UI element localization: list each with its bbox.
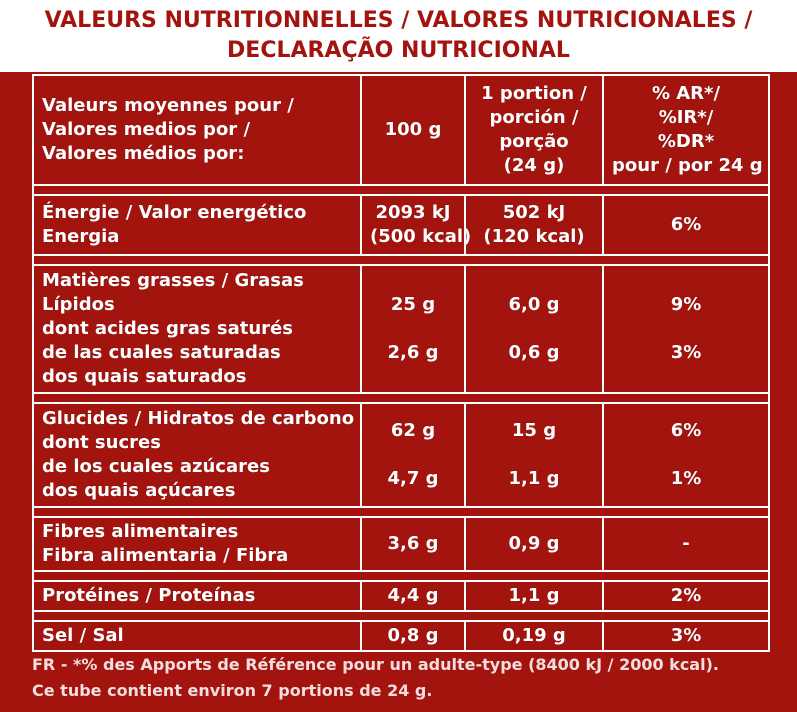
table-row-fat: Matières grasses / Grasas Lípidos dont a… (32, 264, 770, 394)
label-line: Fibra alimentaria / Fibra (42, 545, 289, 566)
label-line: dos quais açúcares (42, 480, 236, 501)
label-line: dont acides gras saturés (42, 318, 293, 339)
header-portion-line: porção (499, 131, 569, 152)
header-row: Valeurs moyennes pour / Valores medios p… (32, 74, 770, 186)
header-100g: 100 g (360, 74, 466, 186)
header-ar: % AR*/ %IR*/ %DR* pour / por 24 g (602, 74, 770, 186)
value-line: 1,1 g (508, 585, 560, 606)
row-label: Fibres alimentaires Fibra alimentaria / … (32, 516, 362, 572)
header-100g-text: 100 g (384, 119, 442, 140)
value-per-100g: 25 g 2,6 g (360, 264, 466, 394)
value-per-100g: 62 g 4,7 g (360, 402, 466, 508)
label-line: dont sucres (42, 432, 161, 453)
header-portion: 1 portion / porción / porção (24 g) (464, 74, 604, 186)
header-portion-line: 1 portion / (481, 83, 587, 104)
value-per-100g: 2093 kJ (500 kcal) (360, 194, 472, 256)
value-line: 2,6 g (387, 342, 439, 363)
footnote: FR - *% des Apports de Référence pour un… (32, 652, 772, 704)
header-ar-line: %IR*/ (658, 107, 714, 128)
row-label: Glucides / Hidratos de carbono dont sucr… (32, 402, 362, 508)
label-line: Sel / Sal (42, 625, 124, 646)
value-ar: 6% 1% (602, 402, 770, 508)
value-per-portion: 1,1 g (464, 580, 604, 612)
value-line: - (682, 533, 690, 554)
value-line: 6% (670, 214, 702, 235)
label-line: Glucides / Hidratos de carbono (42, 408, 355, 429)
value-ar: 6% (602, 194, 770, 256)
label-line: Protéines / Proteínas (42, 585, 256, 606)
label-line: Energia (42, 226, 120, 247)
value-line: 62 g (390, 420, 436, 441)
label-line: de los cuales azúcares (42, 456, 270, 477)
row-label: Protéines / Proteínas (32, 580, 362, 612)
header-per-label: Valeurs moyennes pour / Valores medios p… (32, 74, 362, 186)
value-ar: 2% (602, 580, 770, 612)
value-ar: 3% (602, 620, 770, 652)
label-line: Énergie / Valor energético (42, 202, 307, 223)
value-line: 1% (670, 468, 702, 489)
header-portion-line: (24 g) (503, 155, 565, 176)
value-per-portion: 0,9 g (464, 516, 604, 572)
table-row-salt: Sel / Sal 0,8 g 0,19 g 3% (32, 620, 770, 652)
value-ar: - (602, 516, 770, 572)
table-row-energy: Énergie / Valor energético Energia 2093 … (32, 194, 770, 256)
value-line: 4,4 g (387, 585, 439, 606)
header-portion-line: porción / (489, 107, 579, 128)
value-line: 25 g (390, 294, 436, 315)
footnote-line-1: FR - *% des Apports de Référence pour un… (32, 655, 719, 674)
footnote-line-2: Ce tube contient environ 7 portions de 2… (32, 681, 433, 700)
value-per-100g: 0,8 g (360, 620, 466, 652)
value-line: 2093 kJ (375, 202, 451, 223)
value-line: 2% (670, 585, 702, 606)
value-per-portion: 15 g 1,1 g (464, 402, 604, 508)
nutrition-table: Valeurs moyennes pour / Valores medios p… (32, 74, 770, 652)
value-line: 1,1 g (508, 468, 560, 489)
row-label: Matières grasses / Grasas Lípidos dont a… (32, 264, 362, 394)
label-line: de las cuales saturadas (42, 342, 281, 363)
header-label-line: Valores médios por: (42, 143, 245, 164)
value-line: 3,6 g (387, 533, 439, 554)
value-per-100g: 3,6 g (360, 516, 466, 572)
value-line: 6,0 g (508, 294, 560, 315)
value-line: 0,6 g (508, 342, 560, 363)
label-line: Fibres alimentaires (42, 521, 239, 542)
title-banner: VALEURS NUTRITIONNELLES / VALORES NUTRIC… (0, 0, 797, 72)
title-line-1: VALEURS NUTRITIONNELLES / VALORES NUTRIC… (44, 8, 753, 33)
header-ar-line: pour / por 24 g (612, 155, 763, 176)
header-label-line: Valeurs moyennes pour / (42, 95, 294, 116)
row-label: Énergie / Valor energético Energia (32, 194, 362, 256)
value-line: (500 kcal) (370, 226, 472, 247)
table-row-protein: Protéines / Proteínas 4,4 g 1,1 g 2% (32, 580, 770, 612)
value-line: 0,19 g (502, 625, 566, 646)
value-line: 6% (670, 420, 702, 441)
value-per-portion: 0,19 g (464, 620, 604, 652)
value-line: 0,9 g (508, 533, 560, 554)
value-per-100g: 4,4 g (360, 580, 466, 612)
value-line: 3% (670, 342, 702, 363)
row-label: Sel / Sal (32, 620, 362, 652)
value-line: 3% (670, 625, 702, 646)
value-line: 9% (670, 294, 702, 315)
header-ar-line: %DR* (657, 131, 715, 152)
value-per-portion: 502 kJ (120 kcal) (464, 194, 604, 256)
value-line: (120 kcal) (483, 226, 585, 247)
value-line: 0,8 g (387, 625, 439, 646)
value-line: 4,7 g (387, 468, 439, 489)
value-line: 502 kJ (502, 202, 566, 223)
label-line: Lípidos (42, 294, 115, 315)
header-label-line: Valores medios por / (42, 119, 251, 140)
header-ar-line: % AR*/ (651, 83, 721, 104)
label-line: dos quais saturados (42, 366, 247, 387)
value-per-portion: 6,0 g 0,6 g (464, 264, 604, 394)
label-line: Matières grasses / Grasas (42, 270, 304, 291)
table-row-fibre: Fibres alimentaires Fibra alimentaria / … (32, 516, 770, 572)
value-ar: 9% 3% (602, 264, 770, 394)
value-line: 15 g (511, 420, 557, 441)
table-row-carbs: Glucides / Hidratos de carbono dont sucr… (32, 402, 770, 508)
title-line-2: DECLARAÇÃO NUTRICIONAL (227, 38, 570, 63)
